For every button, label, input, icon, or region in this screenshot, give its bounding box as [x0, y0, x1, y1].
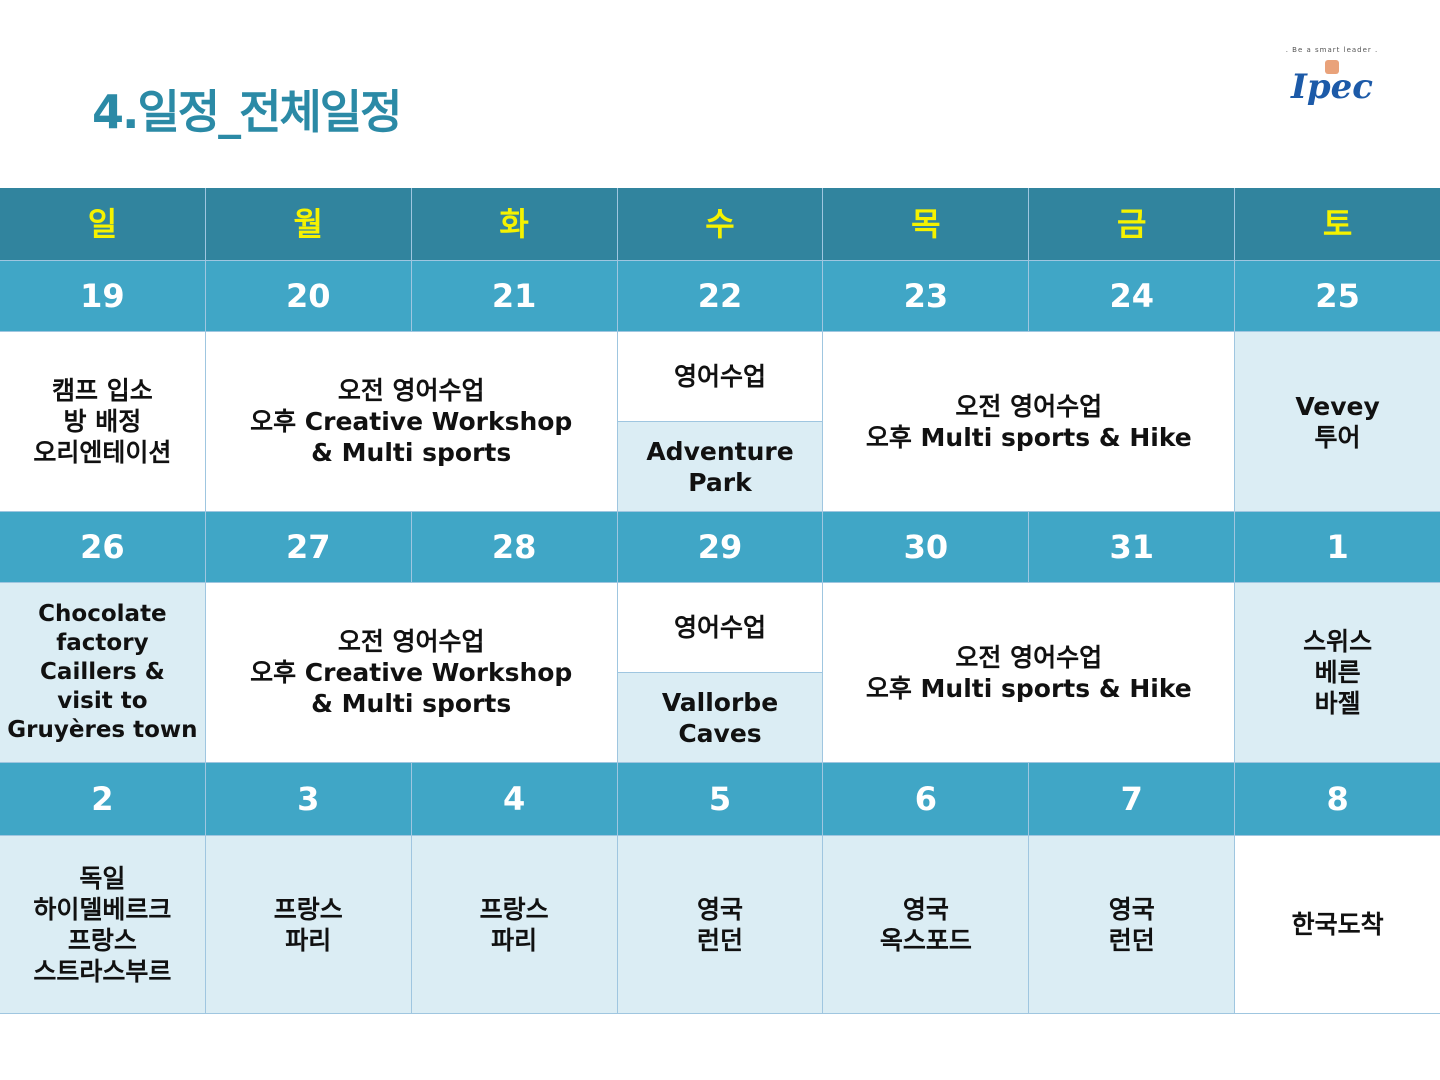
- event-cell: 스위스 베른 바젤: [1235, 583, 1440, 762]
- date-cell: 26: [0, 512, 205, 582]
- event-cell: 오전 영어수업 오후 Creative Workshop & Multi spo…: [205, 332, 617, 511]
- date-cell: 28: [411, 512, 617, 582]
- event-cell: 프랑스 파리: [411, 836, 617, 1013]
- date-cell: 31: [1029, 512, 1235, 582]
- event-cell: 영국 옥스포드: [823, 836, 1029, 1013]
- date-cell: 23: [823, 261, 1029, 331]
- date-cell: 30: [823, 512, 1029, 582]
- event-cell: Chocolate factory Caillers & visit to Gr…: [0, 583, 205, 762]
- date-cell: 2: [0, 763, 205, 835]
- weekday-thu: 목: [823, 188, 1029, 260]
- date-cell: 21: [411, 261, 617, 331]
- weekday-sat: 토: [1235, 188, 1440, 260]
- date-cell: 4: [411, 763, 617, 835]
- event-cell: Vallorbe Caves: [617, 673, 823, 762]
- weekday-tue: 화: [411, 188, 617, 260]
- date-cell: 25: [1235, 261, 1440, 331]
- weekday-fri: 금: [1029, 188, 1235, 260]
- date-cell: 24: [1029, 261, 1235, 331]
- event-cell: 오전 영어수업 오후 Multi sports & Hike: [823, 332, 1235, 511]
- event-cell: 한국도착: [1235, 836, 1440, 1013]
- weekday-sun: 일: [0, 188, 205, 260]
- ipec-logo: . Be a smart leader . Ipec: [1282, 46, 1382, 126]
- logo-name: Ipec: [1290, 67, 1373, 107]
- date-cell: 20: [205, 261, 411, 331]
- date-cell: 27: [205, 512, 411, 582]
- date-cell: 1: [1235, 512, 1440, 582]
- event-cell: 영국 런던: [617, 836, 823, 1013]
- date-cell: 8: [1235, 763, 1440, 835]
- event-cell: 오전 영어수업 오후 Creative Workshop & Multi spo…: [205, 583, 617, 762]
- schedule-calendar: 일 월 화 수 목 금 토 19 20 21 22 23 24 25 캠프 입소…: [0, 188, 1440, 1014]
- event-cell: 독일 하이델베르크 프랑스 스트라스부르: [0, 836, 205, 1013]
- date-cell: 22: [617, 261, 823, 331]
- page-title: 4.일정_전체일정: [92, 85, 402, 139]
- event-cell: 영국 런던: [1029, 836, 1235, 1013]
- weekday-mon: 월: [205, 188, 411, 260]
- date-cell: 19: [0, 261, 205, 331]
- date-cell: 3: [205, 763, 411, 835]
- event-cell: 영어수업: [617, 332, 823, 421]
- event-cell: 오전 영어수업 오후 Multi sports & Hike: [823, 583, 1235, 762]
- event-cell: 캠프 입소 방 배정 오리엔테이션: [0, 332, 205, 511]
- event-cell: 프랑스 파리: [205, 836, 411, 1013]
- date-cell: 29: [617, 512, 823, 582]
- event-cell: Vevey 투어: [1235, 332, 1440, 511]
- date-cell: 6: [823, 763, 1029, 835]
- date-cell: 7: [1029, 763, 1235, 835]
- date-cell: 5: [617, 763, 823, 835]
- weekday-wed: 수: [617, 188, 823, 260]
- event-cell: Adventure Park: [617, 422, 823, 511]
- logo-mark-icon: [1325, 60, 1339, 74]
- logo-tagline: . Be a smart leader .: [1285, 46, 1379, 54]
- event-cell: 영어수업: [617, 583, 823, 672]
